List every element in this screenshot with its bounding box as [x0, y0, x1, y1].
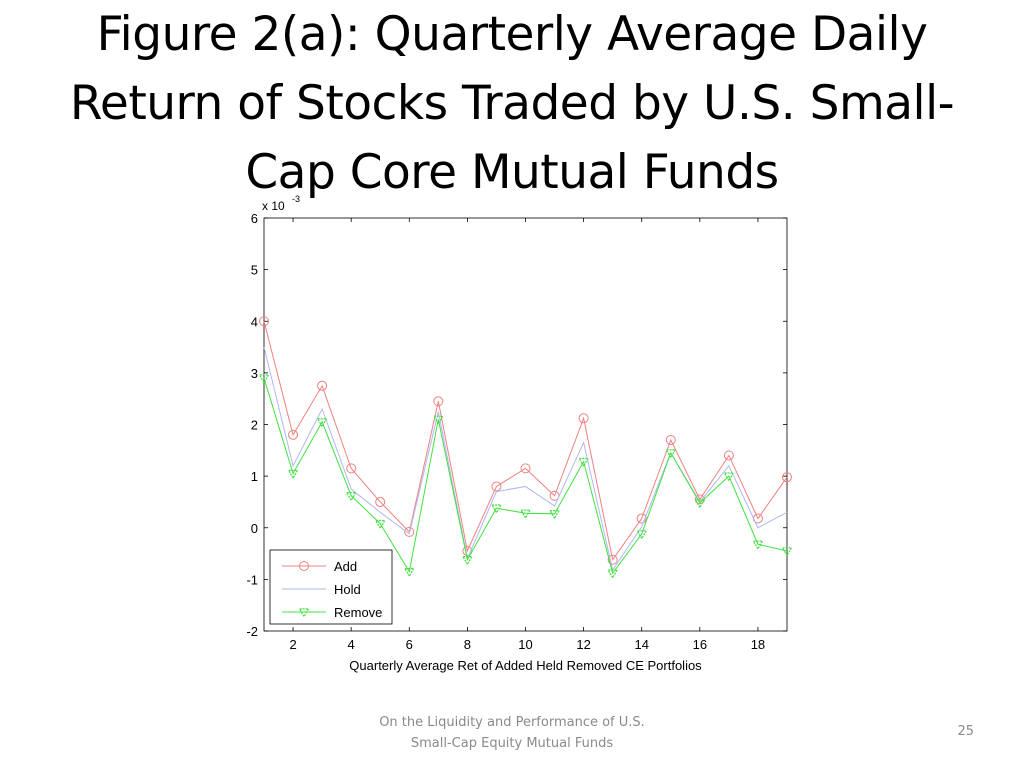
y-tick-label: 0 — [251, 521, 258, 536]
series-line-remove — [263, 377, 788, 575]
x-tick-label: 2 — [289, 637, 296, 652]
y-tick-label: 1 — [251, 469, 258, 484]
x-tick-label: 16 — [693, 637, 707, 652]
y-tick-label: -1 — [246, 572, 258, 587]
data-point-add — [636, 513, 647, 524]
data-point-remove — [403, 567, 415, 578]
data-point-remove — [665, 449, 677, 459]
x-tick-label: 10 — [518, 637, 532, 652]
data-point-add — [723, 450, 734, 461]
data-point-remove — [490, 504, 502, 514]
data-point-add — [259, 316, 269, 327]
data-point-remove — [519, 509, 532, 519]
data-point-add — [288, 429, 299, 440]
y-tick-label: 6 — [251, 211, 258, 226]
data-point-add — [491, 481, 502, 492]
data-point-remove — [752, 540, 764, 550]
slide-title: Figure 2(a): Quarterly Average Daily Ret… — [69, 7, 955, 200]
data-point-add — [782, 472, 792, 483]
data-point-remove — [316, 418, 328, 428]
data-point-add — [317, 380, 328, 391]
legend-marker-remove — [298, 608, 310, 618]
data-point-remove — [781, 547, 793, 557]
y-tick-label: 5 — [251, 263, 258, 278]
data-point-remove — [694, 499, 706, 509]
footer-line-2: Small-Cap Equity Mutual Funds — [410, 736, 614, 751]
y-tick-label: 3 — [251, 366, 258, 381]
x-tick-label: 12 — [576, 637, 590, 652]
data-point-remove — [723, 472, 735, 482]
data-point-remove — [549, 510, 561, 520]
data-point-add — [375, 496, 386, 507]
data-point-add — [578, 413, 589, 424]
y-tick-label: 4 — [251, 314, 258, 329]
data-point-remove — [258, 374, 270, 384]
series-line-add — [263, 321, 788, 561]
data-point-add — [404, 526, 415, 537]
x-axis-label: Quarterly Average Ret of Added Held Remo… — [349, 658, 702, 673]
x-tick-label: 6 — [406, 637, 413, 652]
data-point-remove — [461, 556, 473, 566]
legend-label-add: Add — [334, 559, 357, 574]
data-point-remove — [287, 469, 299, 480]
page-number: 25 — [957, 724, 974, 739]
data-point-remove — [636, 530, 648, 540]
data-point-remove — [432, 415, 444, 426]
x-tick-label: 14 — [634, 637, 648, 652]
data-point-remove — [345, 491, 357, 502]
data-point-add — [607, 554, 618, 565]
data-point-add — [520, 463, 531, 474]
y-tick-label: 2 — [251, 418, 258, 433]
data-point-add — [433, 396, 444, 407]
y-tick-label: -2 — [246, 624, 258, 639]
data-point-remove — [607, 569, 619, 579]
y-multiplier: x 10 — [262, 199, 285, 213]
x-tick-label: 4 — [348, 637, 355, 652]
slide-footer: On the Liquidity and Performance of U.S.… — [362, 712, 662, 754]
legend-label-remove: Remove — [334, 605, 382, 620]
data-point-remove — [578, 457, 590, 468]
data-point-add — [346, 463, 357, 474]
x-tick-label: 18 — [751, 637, 765, 652]
footer-line-1: On the Liquidity and Performance of U.S. — [379, 715, 645, 730]
x-tick-label: 8 — [464, 637, 471, 652]
series-line-hold — [263, 346, 788, 572]
legend-marker-add — [299, 561, 309, 571]
data-point-remove — [374, 519, 386, 530]
data-point-add — [665, 434, 676, 445]
y-multiplier-exponent: -3 — [292, 194, 300, 204]
legend-label-hold: Hold — [334, 582, 361, 597]
